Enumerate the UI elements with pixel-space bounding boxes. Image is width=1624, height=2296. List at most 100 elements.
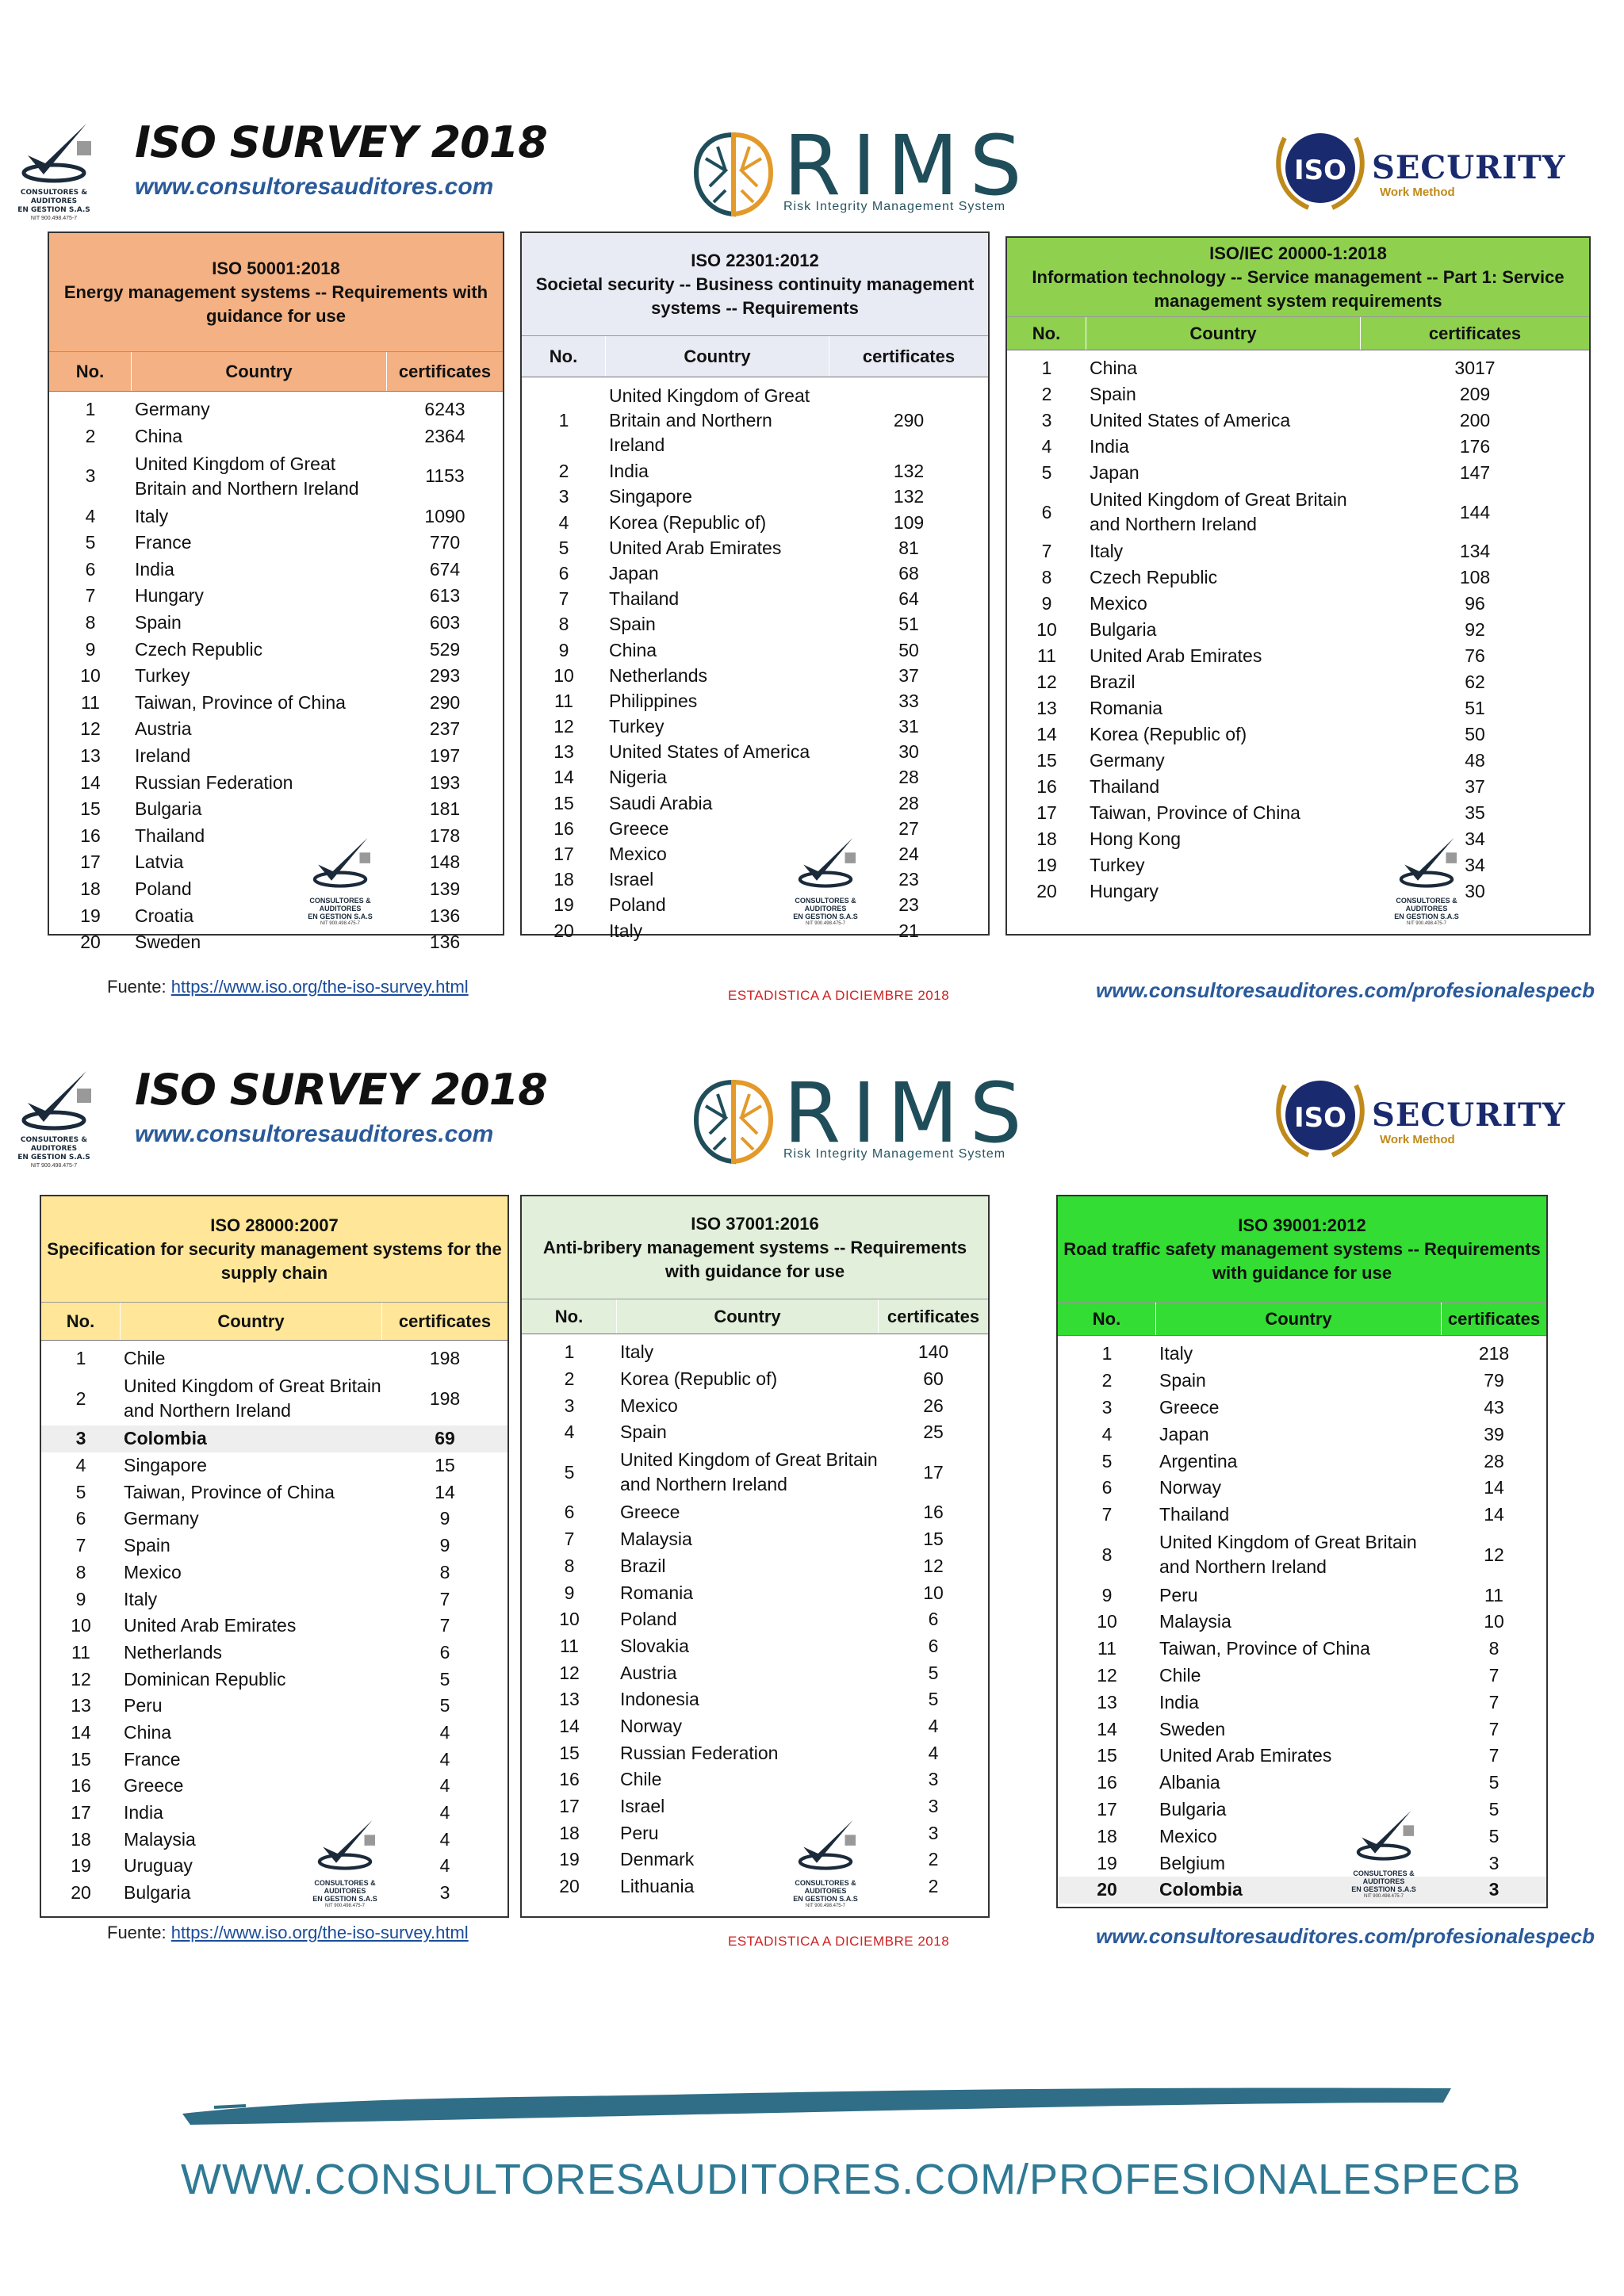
survey-title: ISO SURVEY 2018 bbox=[135, 1065, 548, 1115]
cell-cert: 200 bbox=[1459, 410, 1491, 430]
cell-no: 18 bbox=[1036, 828, 1057, 849]
cell-no: 3 bbox=[564, 1395, 575, 1416]
cell-country: Russian Federation bbox=[135, 771, 293, 793]
source-link[interactable]: https://www.iso.org/the-iso-survey.html bbox=[170, 1923, 469, 1942]
cell-country: Israel bbox=[609, 869, 654, 890]
cell-no: 10 bbox=[553, 664, 574, 686]
column-header-row: No. Country certificates bbox=[41, 1303, 508, 1341]
big-footer-url[interactable]: WWW.CONSULTORESAUDITORES.COM/PROFESIONAL… bbox=[181, 2156, 1522, 2203]
standard-code: ISO 22301:2012 bbox=[691, 250, 819, 270]
cell-no: 10 bbox=[71, 1615, 91, 1636]
cell-country: United Arab Emirates bbox=[609, 537, 782, 558]
cell-cert: 14 bbox=[1484, 1504, 1504, 1525]
source-label: Fuente: bbox=[107, 1923, 167, 1942]
cell-no: 8 bbox=[1101, 1544, 1113, 1565]
cell-no: 3 bbox=[75, 1428, 86, 1449]
cell-no: 20 bbox=[559, 1876, 580, 1897]
cell-cert: 7 bbox=[439, 1615, 450, 1636]
table-row: 5 Japan 147 bbox=[1007, 460, 1589, 486]
cell-country: Austria bbox=[135, 718, 192, 740]
cell-cert: 14 bbox=[435, 1481, 455, 1502]
table-row: 6 Japan 68 bbox=[522, 561, 988, 586]
cell-country: United Arab Emirates bbox=[124, 1615, 297, 1636]
security-subtitle: Work Method bbox=[1380, 1133, 1455, 1146]
cell-country: Italy bbox=[124, 1588, 158, 1609]
table-row: 14 Norway 4 bbox=[522, 1713, 988, 1740]
cell-no: 11 bbox=[1097, 1638, 1116, 1659]
table-row: 16 Chile 3 bbox=[522, 1766, 988, 1793]
security-subtitle: Work Method bbox=[1380, 186, 1455, 199]
cell-cert: 30 bbox=[1465, 881, 1485, 901]
cell-no: 9 bbox=[564, 1582, 575, 1603]
cell-country: Austria bbox=[620, 1662, 677, 1683]
cell-country: Czech Republic bbox=[1090, 567, 1218, 587]
cell-cert: 28 bbox=[1484, 1450, 1504, 1471]
table-row: 3 Singapore 132 bbox=[522, 484, 988, 510]
column-header-row: No. Country certificates bbox=[1007, 317, 1589, 350]
table-title: ISO 50001:2018 Energy management systems … bbox=[49, 233, 503, 352]
table-row: 20 Bulgaria 3 bbox=[41, 1880, 508, 1907]
cell-no: 7 bbox=[1041, 541, 1052, 561]
cell-country: Italy bbox=[1090, 541, 1124, 561]
cell-no: 1 bbox=[85, 399, 96, 420]
iso-security-logo: ISO SECURITY Work Method bbox=[1261, 119, 1565, 214]
cell-cert: 1153 bbox=[425, 465, 465, 487]
cell-no: 15 bbox=[1036, 750, 1057, 771]
svg-text:ISO: ISO bbox=[1294, 155, 1346, 186]
cell-no: 15 bbox=[559, 1742, 580, 1763]
cell-country: Slovakia bbox=[620, 1635, 689, 1656]
cell-country: Saudi Arabia bbox=[609, 792, 713, 813]
cell-country: Turkey bbox=[135, 665, 190, 687]
cell-cert: 31 bbox=[898, 716, 919, 737]
cell-country: Taiwan, Province of China bbox=[135, 691, 346, 713]
cell-country: India bbox=[1159, 1691, 1199, 1712]
cell-no: 1 bbox=[558, 409, 569, 430]
table-row: 8 United Kingdom of Great Britain and Nor… bbox=[1058, 1529, 1546, 1582]
table-body: 1 China 3017 2 Spain 209 3 United States of Ame… bbox=[1007, 350, 1589, 905]
cell-no: 14 bbox=[1036, 724, 1057, 744]
cell-cert: 4 bbox=[928, 1742, 939, 1763]
cell-country: Norway bbox=[1159, 1477, 1221, 1498]
source-link[interactable]: https://www.iso.org/the-iso-survey.html bbox=[170, 977, 469, 997]
cell-no: 12 bbox=[1097, 1664, 1117, 1686]
footer-url[interactable]: www.consultoresauditores.com/profesional… bbox=[1096, 1924, 1595, 1948]
cell-country: Peru bbox=[620, 1822, 659, 1843]
table-row: 14 Russian Federation 193 bbox=[49, 769, 503, 796]
cell-cert: 136 bbox=[429, 905, 461, 926]
table-row: 15 Bulgaria 181 bbox=[49, 796, 503, 823]
cell-no: 6 bbox=[75, 1508, 86, 1529]
cell-no: 2 bbox=[558, 461, 569, 482]
cell-no: 9 bbox=[75, 1588, 86, 1609]
cell-country: Taiwan, Province of China bbox=[124, 1481, 335, 1502]
column-header-no: No. bbox=[41, 1303, 121, 1340]
table-row: 20 Italy 21 bbox=[522, 918, 988, 943]
table-row: 8 Brazil 12 bbox=[522, 1553, 988, 1580]
table-body: 1 Italy 140 2 Korea (Republic of) 60 3 Mexico 26… bbox=[522, 1334, 988, 1900]
cell-cert: 140 bbox=[917, 1341, 949, 1363]
table-row: 12 Chile 7 bbox=[1058, 1663, 1546, 1689]
cell-no: 7 bbox=[85, 585, 96, 607]
cell-country: Singapore bbox=[609, 486, 692, 507]
table-row: 6 Norway 14 bbox=[1058, 1475, 1546, 1502]
footer-url[interactable]: www.consultoresauditores.com/profesional… bbox=[1096, 978, 1595, 1002]
cell-cert: 48 bbox=[1465, 750, 1485, 771]
cell-no: 12 bbox=[1036, 672, 1057, 692]
cell-cert: 15 bbox=[923, 1529, 944, 1550]
cell-cert: 7 bbox=[439, 1588, 450, 1609]
cell-no: 8 bbox=[564, 1555, 575, 1576]
cell-cert: 28 bbox=[898, 792, 919, 813]
cell-no: 14 bbox=[553, 767, 574, 788]
site-url[interactable]: www.consultoresauditores.com bbox=[135, 174, 494, 200]
column-header-row: No. Country certificates bbox=[1058, 1303, 1546, 1336]
table-row: 20 Colombia 3 bbox=[1058, 1876, 1546, 1904]
site-url[interactable]: www.consultoresauditores.com bbox=[135, 1121, 494, 1147]
column-header-country: Country bbox=[132, 352, 387, 391]
cell-country: Japan bbox=[1090, 462, 1139, 483]
cell-country: United Kingdom of Great Britain and Nort… bbox=[1090, 489, 1347, 534]
cell-no: 19 bbox=[80, 905, 101, 926]
cell-country: Germany bbox=[1090, 750, 1165, 771]
cell-country: Spain bbox=[135, 612, 182, 633]
cell-no: 2 bbox=[564, 1368, 575, 1390]
cell-country: Germany bbox=[124, 1508, 199, 1529]
cell-country: United Kingdom of Great Britain and Nort… bbox=[135, 453, 359, 499]
